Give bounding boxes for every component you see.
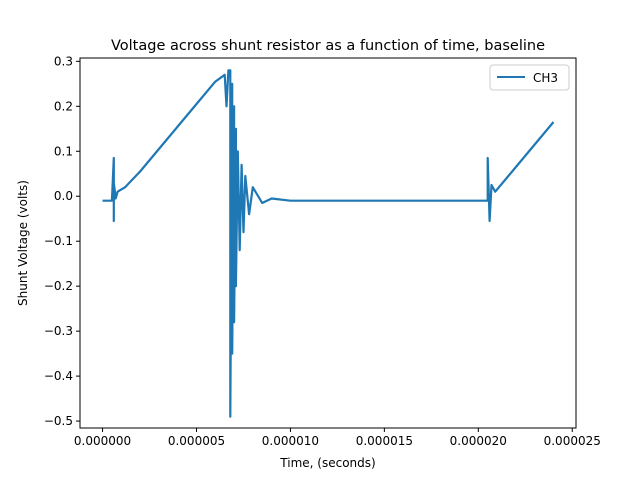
y-tick-label: −0.4 (44, 369, 73, 383)
legend: CH3 (489, 64, 570, 91)
legend-label-ch3: CH3 (533, 71, 558, 85)
y-tick-label: 0.3 (54, 54, 73, 68)
x-tick-label: 0.000025 (544, 434, 601, 448)
y-axis: −0.5 −0.4 −0.3 −0.2 −0.1 0.0 0.1 0.2 0.3 (44, 54, 80, 428)
series-layer (102, 69, 555, 418)
x-tick-label: 0.000010 (262, 434, 319, 448)
x-axis-label: Time, (seconds) (279, 456, 375, 470)
y-tick-label: −0.1 (44, 234, 73, 248)
x-tick-label: 0.000005 (168, 434, 225, 448)
x-tick-label: 0.000000 (74, 434, 131, 448)
legend-box (489, 64, 570, 91)
y-tick-label: 0.2 (54, 99, 73, 113)
y-tick-label: −0.5 (44, 414, 73, 428)
x-tick-label: 0.000020 (450, 434, 507, 448)
y-tick-label: −0.2 (44, 279, 73, 293)
series-line-ch3 (102, 69, 555, 418)
chart-title: Voltage across shunt resistor as a funct… (111, 38, 545, 54)
x-axis: 0.000000 0.000005 0.000010 0.000015 0.000020… (74, 428, 601, 448)
plot-area (79, 57, 577, 429)
axes-frame (79, 57, 577, 429)
y-tick-label: −0.3 (44, 324, 73, 338)
y-axis-label: Shunt Voltage (volts) (16, 180, 30, 306)
x-tick-label: 0.000015 (356, 434, 413, 448)
y-tick-label: 0.0 (54, 189, 73, 203)
y-tick-label: 0.1 (54, 144, 73, 158)
